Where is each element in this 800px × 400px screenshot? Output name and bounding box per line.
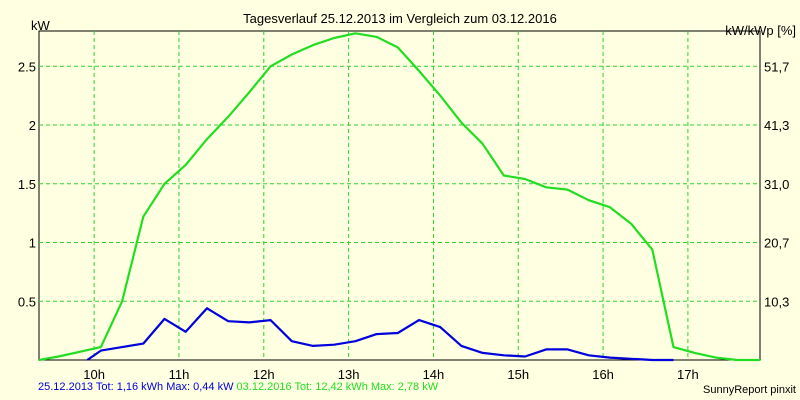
- y-axis-left-label: kW: [31, 18, 51, 33]
- y-tick-label-left: 0.5: [18, 294, 36, 309]
- grid-lines: [39, 31, 760, 360]
- x-tick-label: 12h: [253, 367, 275, 382]
- credit-text: SunnyReport pinxit: [703, 384, 796, 396]
- y-tick-label-left: 2.5: [18, 59, 36, 74]
- legend-series-2: 03.12.2016 Tot: 12,42 kWh Max: 2,78 kW: [236, 381, 439, 393]
- y-tick-label-right: 51,7: [764, 59, 789, 74]
- x-tick-label: 15h: [507, 367, 529, 382]
- legend: 25.12.2013 Tot: 1,16 kWh Max: 0,44 kW 03…: [38, 381, 438, 393]
- chart-title: Tagesverlauf 25.12.2013 im Vergleich zum…: [243, 11, 557, 26]
- y-tick-label-right: 10,3: [764, 294, 789, 309]
- y-tick-label-right: 31,0: [764, 177, 789, 192]
- legend-series-1: 25.12.2013 Tot: 1,16 kWh Max: 0,44 kW: [38, 381, 234, 393]
- x-tick-label: 11h: [169, 367, 190, 382]
- x-tick-label: 13h: [338, 367, 360, 382]
- tick-labels: 10h 11h 12h 13h 14h 15h 16h 17h 0.5 1 1.5 2 2.5 10,3 2…: [18, 59, 789, 382]
- y-axis-right-label: kW/kWp [%]: [725, 23, 796, 38]
- series-layer: [38, 32, 760, 362]
- x-tick-label: 16h: [592, 367, 614, 382]
- series-line-1: [86, 307, 674, 362]
- y-tick-label-left: 2: [29, 118, 36, 133]
- y-tick-label-right: 20,7: [764, 236, 789, 251]
- x-tick-label: 14h: [423, 367, 445, 382]
- y-tick-label-left: 1.5: [18, 177, 36, 192]
- y-tick-label-right: 41,3: [764, 118, 789, 133]
- plot-frame: [38, 30, 761, 361]
- y-tick-label-left: 1: [29, 236, 36, 251]
- series-line-2: [38, 32, 760, 362]
- x-tick-label: 17h: [677, 367, 699, 382]
- x-tick-label: 10h: [83, 367, 105, 382]
